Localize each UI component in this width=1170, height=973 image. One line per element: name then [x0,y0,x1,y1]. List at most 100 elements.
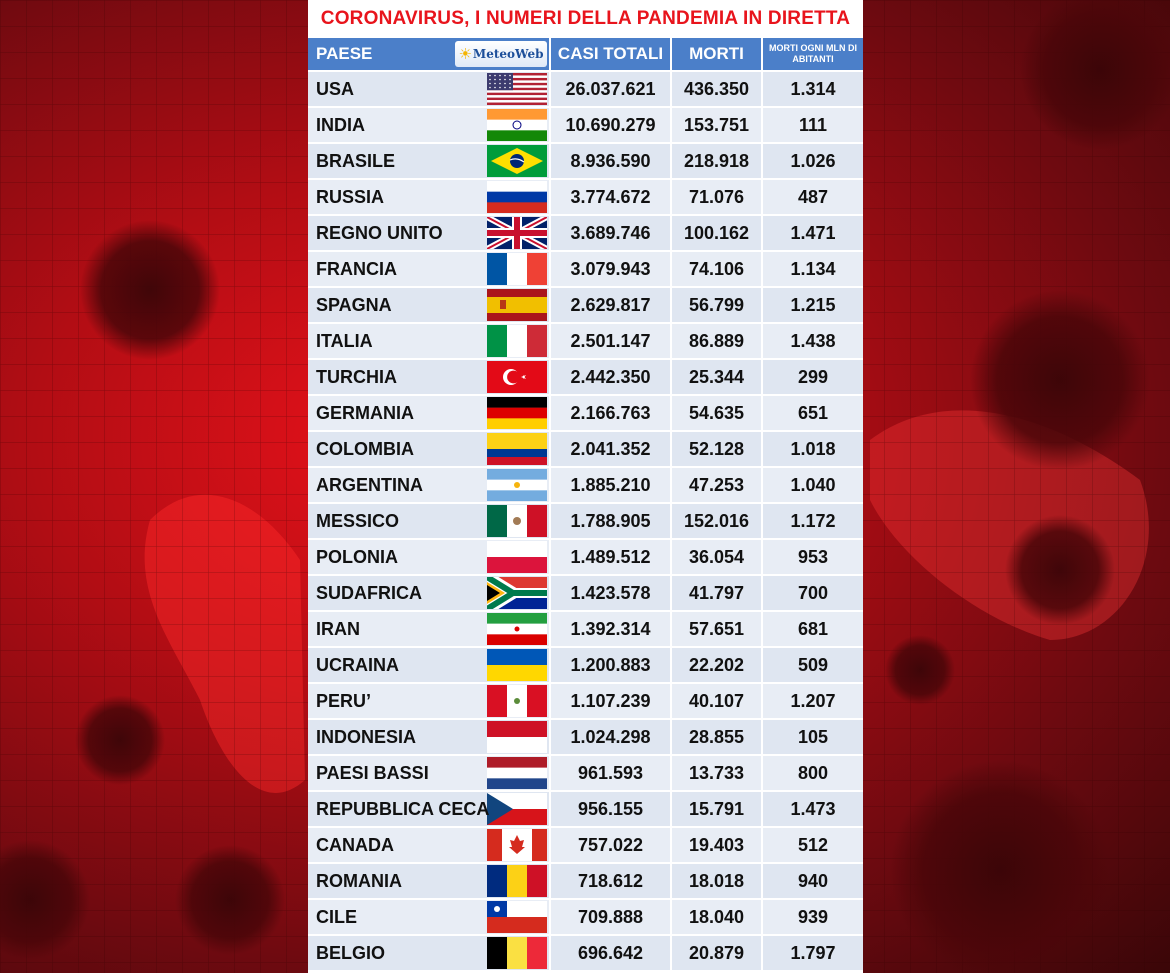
cell-deaths-per-million: 939 [762,898,863,935]
table-row: ARGENTINA 1.885.210 47.253 1.040 [308,466,863,503]
cell-deaths-per-million: 940 [762,862,863,899]
cell-country: INDIA [308,106,551,143]
mexico-flag-icon [487,505,548,537]
cell-country: GERMANIA [308,394,551,431]
cell-deaths-per-million: 1.215 [762,286,863,323]
cell-deaths: 86.889 [671,322,763,359]
cell-total-cases: 1.107.239 [550,682,672,719]
cell-deaths: 25.344 [671,358,763,395]
france-flag-icon [487,253,548,285]
cell-deaths-per-million: 651 [762,394,863,431]
table-row: BELGIO 696.642 20.879 1.797 [308,934,863,970]
cell-country: SPAGNA [308,286,551,323]
belgium-flag-icon [487,937,548,969]
cell-deaths-per-million: 681 [762,610,863,647]
cell-deaths-per-million: 1.438 [762,322,863,359]
cell-deaths: 71.076 [671,178,763,215]
netherlands-flag-icon [487,757,547,790]
country-name: USA [316,78,355,99]
table-row: RUSSIA 3.774.672 71.076 487 [308,178,863,215]
chile-flag-icon [487,901,547,933]
table-row: INDIA 10.690.279 153.751 111 [308,106,863,143]
cell-deaths: 19.403 [671,826,763,863]
country-name: REGNO UNITO [316,222,443,243]
cell-deaths: 13.733 [671,754,763,791]
cell-total-cases: 2.442.350 [550,358,672,395]
table-row: REPUBBLICA CECA 956.155 15.791 1.473 [308,790,863,827]
cell-deaths-per-million: 800 [762,754,863,791]
cell-deaths-per-million: 299 [762,358,863,395]
cell-deaths-per-million: 953 [762,538,863,575]
cell-total-cases: 3.774.672 [550,178,672,215]
cell-deaths-per-million: 509 [762,646,863,683]
table-row: COLOMBIA 2.041.352 52.128 1.018 [308,430,863,467]
country-name: PERU’ [316,690,372,711]
table-row: ROMANIA 718.612 18.018 940 [308,862,863,899]
cell-country: MESSICO [308,502,551,539]
cell-total-cases: 718.612 [550,862,672,899]
country-name: UCRAINA [316,654,399,675]
table-row: PAESI BASSI 961.593 13.733 800 [308,754,863,791]
cell-deaths-per-million: 105 [762,718,863,755]
country-name: BELGIO [316,942,386,963]
cell-country: REPUBBLICA CECA [308,790,551,827]
cell-total-cases: 2.166.763 [550,394,672,431]
romania-flag-icon [487,865,548,897]
cell-country: IRAN [308,610,551,647]
peru-flag-icon [487,685,548,717]
cell-total-cases: 696.642 [550,934,672,970]
cell-total-cases: 1.489.512 [550,538,672,575]
country-name: BRASILE [316,150,396,171]
cell-deaths: 56.799 [671,286,763,323]
cell-deaths-per-million: 1.018 [762,430,863,467]
canada-flag-icon [487,829,547,861]
cell-deaths-per-million: 1.207 [762,682,863,719]
table-row: BRASILE 8.936.590 218.918 1.026 [308,142,863,179]
table-row: TURCHIA 2.442.350 25.344 299 [308,358,863,395]
cell-deaths-per-million: 1.473 [762,790,863,827]
header-row: PAESE ☀ MeteoWeb CASI TOTALI MORTI MORTI … [308,38,863,71]
country-name: IRAN [316,618,360,639]
country-name: GERMANIA [316,402,414,423]
cell-deaths: 47.253 [671,466,763,503]
cell-deaths: 74.106 [671,250,763,287]
cell-deaths-per-million: 111 [762,106,863,143]
cell-total-cases: 8.936.590 [550,142,672,179]
italy-flag-icon [487,325,548,357]
country-name: ROMANIA [316,870,402,891]
argentina-flag-icon [487,469,547,502]
table-row: MESSICO 1.788.905 152.016 1.172 [308,502,863,539]
cell-total-cases: 10.690.279 [550,106,672,143]
cell-country: ROMANIA [308,862,551,899]
cell-deaths-per-million: 1.797 [762,934,863,970]
cell-total-cases: 1.392.314 [550,610,672,647]
cell-country: UCRAINA [308,646,551,683]
country-name: REPUBBLICA CECA [316,798,490,819]
country-name: PAESI BASSI [316,762,429,783]
cell-total-cases: 1.200.883 [550,646,672,683]
meteoweb-logo: ☀ MeteoWeb [455,41,547,67]
cell-deaths: 40.107 [671,682,763,719]
cell-deaths: 20.879 [671,934,763,970]
cell-total-cases: 709.888 [550,898,672,935]
country-name: SPAGNA [316,294,392,315]
czech-flag-icon [487,793,547,825]
cell-country: USA [308,70,551,107]
cell-total-cases: 1.423.578 [550,574,672,611]
cell-total-cases: 1.024.298 [550,718,672,755]
spain-flag-icon [487,289,547,321]
india-flag-icon [487,109,547,142]
colombia-flag-icon [487,433,547,465]
country-name: POLONIA [316,546,399,567]
column-header-deaths-per-million: MORTI OGNI MLN DI ABITANTI [762,38,863,71]
chart-title: CORONAVIRUS, I NUMERI DELLA PANDEMIA IN … [308,0,863,38]
cell-country: REGNO UNITO [308,214,551,252]
cell-total-cases: 3.689.746 [550,214,672,251]
cell-deaths-per-million: 700 [762,574,863,611]
cell-total-cases: 3.079.943 [550,250,672,287]
iran-flag-icon [487,613,547,646]
cell-total-cases: 2.629.817 [550,286,672,323]
cell-deaths-per-million: 1.314 [762,70,863,107]
cell-country: TURCHIA [308,358,551,395]
cell-deaths: 18.040 [671,898,763,935]
